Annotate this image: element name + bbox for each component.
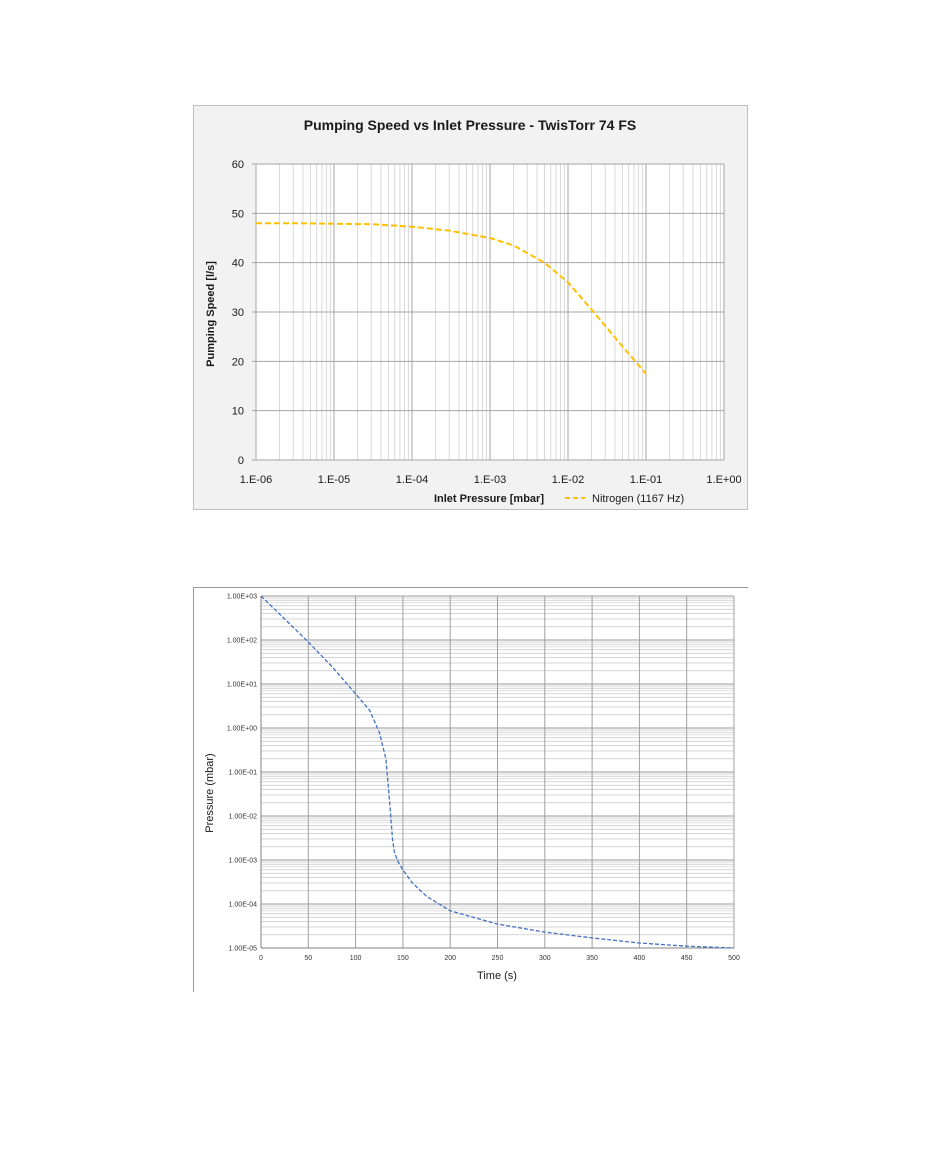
y-tick-label: 10 [232,406,244,418]
y-tick-label: 1.00E-02 [229,814,258,821]
pressure-time-chart: 1.00E-05 1.00E-04 1.00E-03 1.00E-02 1.00E-01… [193,587,748,992]
y-tick-label: 1.00E+01 [227,682,257,689]
y-tick-label: 20 [232,356,244,368]
x-tick-label: 50 [304,955,312,962]
y-tick-label: 1.00E-03 [229,858,258,865]
pumping-speed-chart-svg: Pumping Speed vs Inlet Pressure - TwisTo… [205,117,742,505]
x-tick-label: 1.E-01 [630,474,662,486]
x-tick-label: 100 [350,955,362,962]
pressure-time-chart-svg: 1.00E-05 1.00E-04 1.00E-03 1.00E-02 1.00E-01… [204,594,740,983]
x-axis-label-2: Time (s) [477,970,517,982]
legend-label: Nitrogen (1167 Hz) [592,493,684,505]
x-axis-label: Inlet Pressure [mbar] [434,493,544,505]
series-line-pressure [260,595,735,949]
x-tick-label: 450 [681,955,693,962]
y-tick-label: 0 [238,455,244,467]
y-tick-label: 60 [232,159,244,171]
legend: Nitrogen (1167 Hz) [565,493,684,505]
y-tick-label: 30 [232,307,244,319]
y-tick-label: 1.00E+00 [227,726,257,733]
x-tick-label: 1.E-04 [396,474,428,486]
x-tick-label: 1.E-02 [552,474,584,486]
y-axis-label: Pumping Speed [l/s] [205,261,217,367]
pumping-speed-chart: Pumping Speed vs Inlet Pressure - TwisTo… [193,105,748,510]
x-tick-label: 0 [259,955,263,962]
x-tick-label: 200 [444,955,456,962]
x-tick-label: 350 [586,955,598,962]
x-tick-label: 1.E-03 [474,474,506,486]
x-tick-label: 250 [492,955,504,962]
x-tick-label: 1.E-06 [240,474,272,486]
x-tick-label: 500 [728,955,740,962]
x-tick-label: 1.E-05 [318,474,350,486]
y-tick-label: 1.00E-05 [229,946,258,953]
x-tick-label: 400 [634,955,646,962]
x-tick-label: 1.E+00 [706,474,741,486]
chart-title: Pumping Speed vs Inlet Pressure - TwisTo… [304,117,636,133]
y-tick-label: 1.00E-01 [229,770,258,777]
x-tick-label: 150 [397,955,409,962]
y-tick-label: 1.00E+03 [227,594,257,601]
x-tick-label: 300 [539,955,551,962]
y-tick-label: 1.00E+02 [227,638,257,645]
y-tick-label: 40 [232,258,244,270]
y-axis-label-2: Pressure (mbar) [204,753,216,832]
y-tick-label: 1.00E-04 [229,902,258,909]
y-tick-label: 50 [232,208,244,220]
